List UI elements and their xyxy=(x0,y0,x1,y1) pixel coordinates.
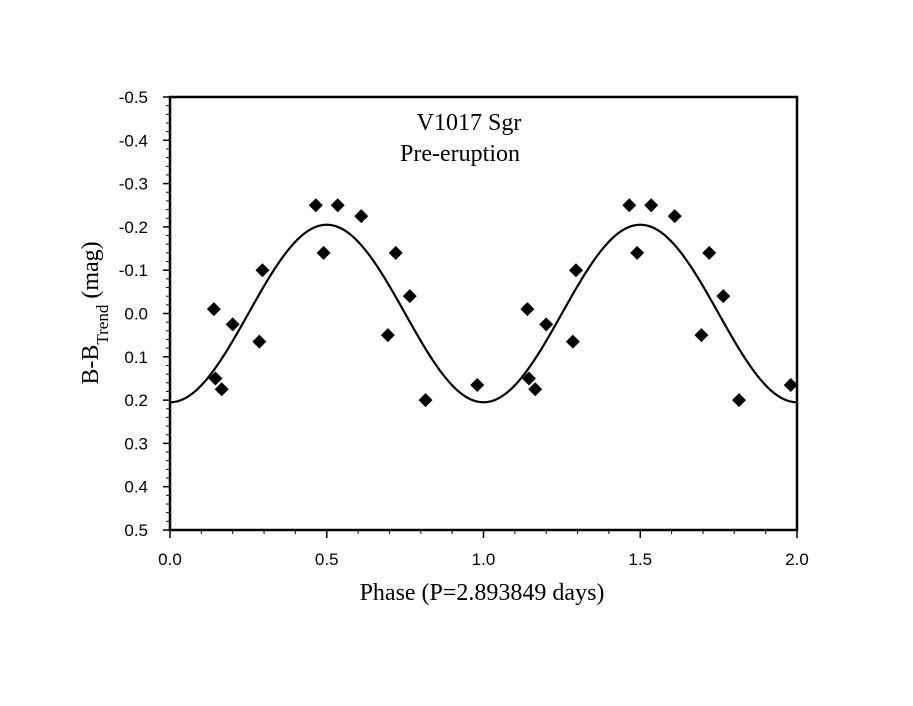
x-tick-label: 0.0 xyxy=(158,550,182,569)
chart-title: V1017 Sgr xyxy=(417,110,522,136)
data-point xyxy=(418,393,433,408)
fit-curve xyxy=(169,223,798,404)
y-major-ticks xyxy=(163,96,170,531)
x-tick-label: 2.0 xyxy=(785,550,809,569)
data-point xyxy=(644,198,659,213)
y-tick-labels: -0.5 -0.4 -0.3 -0.2 -0.1 0.0 0.1 0.2 0.3 0.4 0.5 xyxy=(119,88,148,540)
data-points xyxy=(206,198,798,408)
data-point xyxy=(255,263,270,278)
x-major-ticks xyxy=(169,530,798,538)
y-tick-label: 0.1 xyxy=(124,348,148,367)
data-point xyxy=(565,334,580,349)
data-point xyxy=(308,198,323,213)
data-point xyxy=(520,302,535,317)
data-point xyxy=(783,377,798,392)
x-tick-labels: 0.0 0.5 1.0 1.5 2.0 xyxy=(158,550,809,569)
data-point xyxy=(402,289,417,304)
y-tick-label: -0.5 xyxy=(119,88,148,107)
data-point xyxy=(568,263,583,278)
data-point xyxy=(470,377,485,392)
y-tick-label: -0.4 xyxy=(119,131,148,150)
plot-area xyxy=(163,95,799,538)
data-point xyxy=(388,245,403,260)
data-point xyxy=(694,328,709,343)
y-tick-label: 0.0 xyxy=(124,305,148,324)
data-point xyxy=(316,245,331,260)
data-point xyxy=(206,302,221,317)
y-tick-label: -0.1 xyxy=(119,261,148,280)
x-tick-label: 0.5 xyxy=(315,550,339,569)
x-minor-ticks xyxy=(200,530,767,534)
y-axis-label-subscript: Trend xyxy=(93,304,112,344)
data-point xyxy=(667,209,682,224)
y-tick-label: 0.5 xyxy=(124,521,148,540)
data-point xyxy=(732,393,747,408)
y-axis-label-unit: (mag) xyxy=(78,241,104,304)
data-point xyxy=(354,209,369,224)
data-point xyxy=(380,328,395,343)
data-point xyxy=(702,245,717,260)
x-axis-label: Phase (P=2.893849 days) xyxy=(360,580,605,606)
data-point xyxy=(539,317,554,332)
y-tick-label: 0.4 xyxy=(124,478,148,497)
y-axis-label: B-BTrend (mag) xyxy=(78,241,112,384)
y-tick-label: -0.2 xyxy=(119,218,148,237)
data-point xyxy=(252,334,267,349)
data-point xyxy=(630,245,645,260)
y-tick-label: 0.3 xyxy=(124,434,148,453)
data-point xyxy=(521,371,536,386)
data-point xyxy=(225,317,240,332)
chart-subtitle: Pre-eruption xyxy=(400,141,520,167)
data-point xyxy=(716,289,731,304)
y-tick-label: 0.2 xyxy=(124,391,148,410)
x-tick-label: 1.0 xyxy=(472,550,496,569)
data-point xyxy=(622,198,637,213)
y-tick-label: -0.3 xyxy=(119,175,148,194)
x-tick-label: 1.5 xyxy=(628,550,652,569)
data-point xyxy=(330,198,345,213)
data-point xyxy=(208,371,223,386)
data-point xyxy=(528,382,543,397)
y-minor-ticks xyxy=(166,105,170,522)
data-point xyxy=(214,382,229,397)
y-axis-label-main: B-B xyxy=(78,345,104,385)
